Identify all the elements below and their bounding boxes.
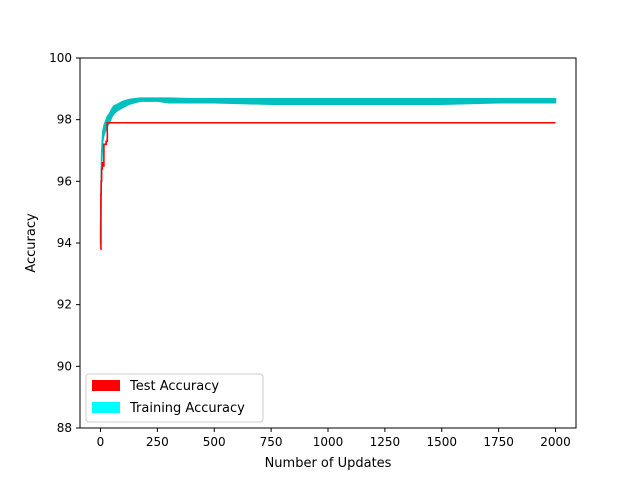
legend-label-training-accuracy: Training Accuracy (129, 401, 245, 416)
x-tick-label: 1500 (426, 435, 457, 449)
y-tick-label: 100 (49, 51, 72, 65)
series-test-accuracy (100, 121, 556, 250)
x-axis-label: Number of Updates (265, 456, 392, 471)
x-tick-label: 250 (146, 435, 169, 449)
y-tick-label: 94 (57, 236, 72, 250)
x-tick-label: 2000 (540, 435, 571, 449)
y-tick-label: 92 (57, 298, 72, 312)
legend-swatch-test-accuracy (92, 380, 120, 391)
y-axis-label: Accuracy (24, 213, 39, 273)
y-tick-label: 90 (57, 359, 72, 373)
series-training-accuracy (99, 97, 557, 244)
y-tick-label: 98 (57, 113, 72, 127)
series-layer (99, 97, 557, 250)
plot-area (80, 58, 576, 428)
x-tick-label: 500 (203, 435, 226, 449)
y-tick-label: 88 (57, 421, 72, 435)
x-tick-label: 750 (260, 435, 283, 449)
legend-box (85, 373, 264, 423)
x-tick-label: 1000 (313, 435, 344, 449)
x-tick-label: 1750 (483, 435, 514, 449)
legend: Test Accuracy Training Accuracy (85, 373, 264, 423)
legend-label-test-accuracy: Test Accuracy (129, 379, 219, 394)
legend-swatch-training-accuracy (92, 402, 120, 413)
ticks-layer: 0 250 500 750 1000 1250 1500 1750 2000 88 90 92 94 96… (49, 51, 571, 449)
x-tick-label: 1250 (370, 435, 401, 449)
x-tick-label: 0 (97, 435, 105, 449)
y-tick-label: 96 (57, 174, 72, 188)
